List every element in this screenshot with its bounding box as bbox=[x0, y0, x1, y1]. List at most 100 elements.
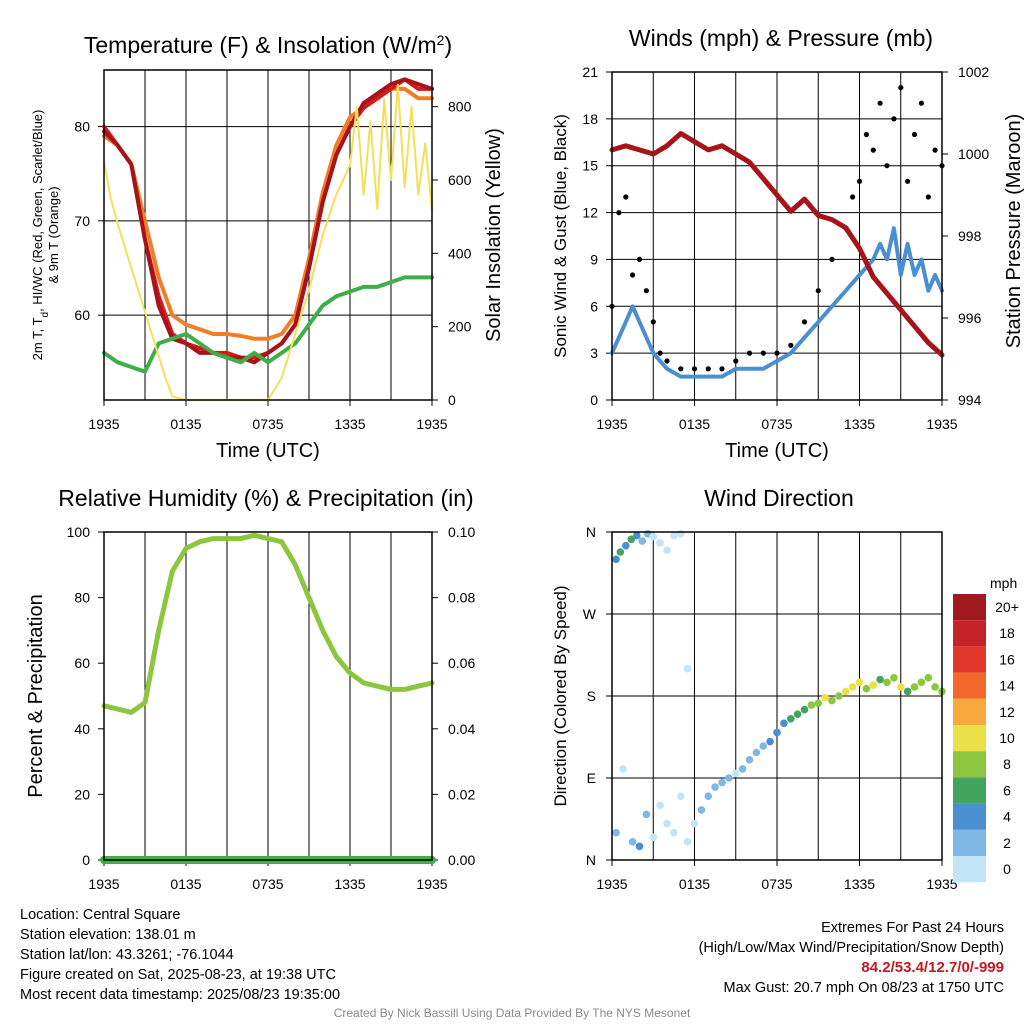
legend-swatch bbox=[953, 725, 986, 752]
gust-point bbox=[691, 366, 698, 372]
y-tick-label-right: 600 bbox=[448, 172, 472, 188]
x-tick-label: 0735 bbox=[252, 416, 283, 432]
y-tick-label-right: 0.02 bbox=[448, 786, 475, 802]
y-tick-label-right: 0.08 bbox=[448, 590, 475, 606]
direction-point bbox=[759, 742, 768, 750]
x-tick-label: 0135 bbox=[679, 876, 710, 892]
y-tick-label-left: N bbox=[586, 524, 596, 540]
speed-legend: mph 20+ 18 16 14 12 10 8 6 4 2 0 bbox=[953, 575, 1019, 883]
direction-point bbox=[738, 765, 747, 773]
direction-point bbox=[883, 678, 891, 687]
gust-point bbox=[678, 366, 684, 372]
direction-point bbox=[677, 530, 685, 538]
y-tick-label-left: E bbox=[587, 770, 596, 786]
chart-title: Winds (mph) & Pressure (mb) bbox=[629, 25, 933, 51]
gust-point bbox=[705, 366, 711, 372]
y-tick-label-left: 12 bbox=[582, 205, 598, 221]
x-tick-label: 0735 bbox=[761, 416, 792, 432]
gust-point bbox=[829, 256, 835, 262]
x-tick-label: 1935 bbox=[88, 416, 119, 432]
gust-point bbox=[884, 163, 890, 169]
direction-point bbox=[642, 810, 651, 819]
y-axis-label-right: Solar Insolation (Yellow) bbox=[483, 128, 505, 342]
direction-point bbox=[807, 701, 816, 709]
y-tick-label-right: 1002 bbox=[958, 64, 989, 80]
direction-point bbox=[903, 687, 912, 696]
legend-label: 6 bbox=[1003, 782, 1011, 798]
y-tick-label-right: 1000 bbox=[958, 146, 989, 162]
gust-point bbox=[650, 319, 656, 325]
y-tick-label-left: 15 bbox=[582, 158, 598, 174]
gust-point bbox=[863, 131, 870, 138]
direction-point bbox=[612, 555, 620, 564]
legend-label: 4 bbox=[1003, 809, 1011, 825]
direction-point bbox=[745, 756, 754, 764]
y-tick-label-right: 998 bbox=[958, 228, 982, 244]
station-info: Location: Central Square Station elevati… bbox=[20, 905, 340, 1005]
gust-point bbox=[719, 366, 725, 372]
x-tick-label: 1335 bbox=[844, 416, 875, 432]
direction-point bbox=[638, 537, 647, 545]
chart-winds: 1935 0135 0735 1335 1935 Time (UTC) Winds (mph… bbox=[551, 25, 1024, 462]
y-tick-label-left: 3 bbox=[590, 345, 598, 361]
direction-point bbox=[828, 696, 836, 705]
plot-border bbox=[103, 69, 433, 401]
y-axis-label-left: Sonic Wind & Gust (Blue, Black) bbox=[551, 114, 570, 358]
gust-point bbox=[815, 288, 821, 294]
gust-point bbox=[623, 194, 629, 200]
location-text: Location: Central Square bbox=[20, 907, 181, 923]
series-line-0 bbox=[610, 226, 944, 379]
legend-label: 0 bbox=[1003, 861, 1011, 877]
direction-point bbox=[670, 828, 678, 837]
extremes-values: 84.2/53.4/12.7/0/-999 bbox=[861, 959, 1004, 976]
gust-point bbox=[877, 100, 883, 106]
legend-swatch bbox=[953, 856, 986, 883]
series-line-0 bbox=[101, 532, 435, 715]
y-tick-label-right: 0.06 bbox=[448, 655, 475, 671]
gust-point bbox=[630, 272, 636, 278]
x-tick-label: 1935 bbox=[596, 416, 627, 432]
direction-point bbox=[800, 705, 809, 714]
legend-swatch bbox=[953, 646, 986, 673]
x-tick-label: 1335 bbox=[844, 876, 875, 892]
x-axis-label: Time (UTC) bbox=[216, 440, 320, 462]
gust-point bbox=[801, 319, 808, 325]
direction-point bbox=[835, 692, 843, 700]
y-tick-label-left: 70 bbox=[74, 213, 90, 229]
x-tick-label: 1335 bbox=[334, 876, 365, 892]
x-tick-label: 0135 bbox=[170, 416, 201, 432]
y-tick-label-right: 800 bbox=[448, 99, 472, 115]
gust-point bbox=[746, 350, 753, 356]
direction-point bbox=[683, 664, 692, 673]
direction-point bbox=[656, 801, 664, 810]
y-axis-label-left: 2m T, Td, HI/WC (Red, Green, Scarlet/Blu… bbox=[30, 110, 51, 361]
direction-point bbox=[619, 765, 627, 773]
direction-point bbox=[773, 728, 781, 737]
y-tick-label-left: 9 bbox=[590, 251, 598, 267]
direction-point bbox=[628, 838, 637, 846]
plot-border bbox=[103, 531, 433, 861]
x-tick-label: 1935 bbox=[596, 876, 627, 892]
legend-label: 10 bbox=[999, 730, 1015, 746]
direction-point bbox=[627, 535, 636, 544]
y-tick-label-left: 0 bbox=[590, 392, 598, 408]
direction-point bbox=[670, 531, 678, 540]
y-axis-label-left: Direction (Colored By Speed) bbox=[551, 585, 570, 806]
direction-point bbox=[787, 715, 795, 723]
legend-label: 16 bbox=[999, 651, 1015, 667]
direction-point bbox=[848, 683, 857, 691]
created-text: Figure created on Sat, 2025-08-23, at 19… bbox=[20, 967, 336, 983]
direction-point bbox=[697, 806, 706, 814]
y-tick-label-left: 80 bbox=[74, 590, 90, 606]
x-tick-label: 0135 bbox=[170, 876, 201, 892]
series-line-2 bbox=[609, 131, 945, 358]
y-tick-label-right: 996 bbox=[958, 310, 982, 326]
legend-swatch bbox=[953, 594, 986, 621]
latlon-text: Station lat/lon: 43.3261; -76.1044 bbox=[20, 947, 234, 963]
direction-point bbox=[612, 828, 620, 837]
gust-point bbox=[636, 256, 643, 262]
direction-point bbox=[917, 678, 926, 687]
direction-point bbox=[649, 532, 658, 541]
y-tick-label-left: N bbox=[586, 852, 596, 868]
x-tick-label: 1935 bbox=[416, 416, 447, 432]
